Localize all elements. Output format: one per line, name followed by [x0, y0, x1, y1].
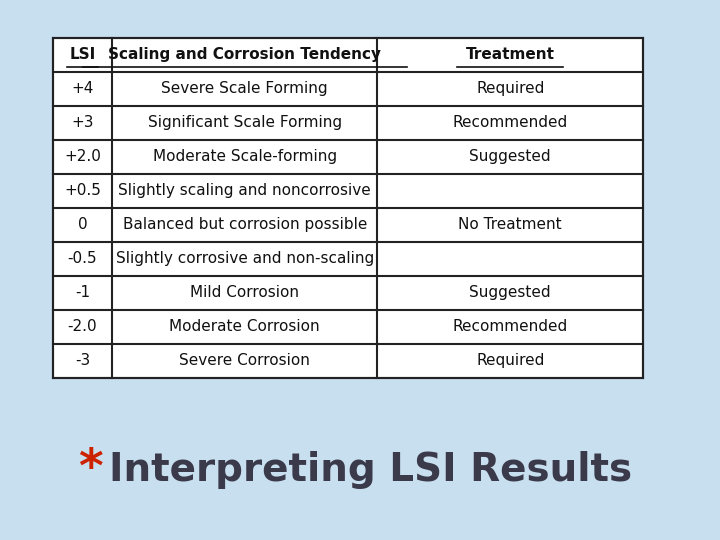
Text: +2.0: +2.0 — [64, 150, 101, 164]
Text: No Treatment: No Treatment — [459, 218, 562, 232]
Text: Slightly corrosive and non-scaling: Slightly corrosive and non-scaling — [116, 252, 374, 266]
Text: Suggested: Suggested — [469, 286, 551, 300]
Text: Severe Corrosion: Severe Corrosion — [179, 354, 310, 368]
Text: Recommended: Recommended — [453, 116, 568, 130]
Text: +3: +3 — [71, 116, 94, 130]
Text: -3: -3 — [75, 354, 90, 368]
Text: 0: 0 — [78, 218, 87, 232]
Text: Recommended: Recommended — [453, 320, 568, 334]
Text: Mild Corrosion: Mild Corrosion — [190, 286, 300, 300]
Text: +0.5: +0.5 — [64, 184, 101, 198]
Text: Interpreting LSI Results: Interpreting LSI Results — [109, 451, 632, 489]
Text: Balanced but corrosion possible: Balanced but corrosion possible — [122, 218, 367, 232]
Text: -1: -1 — [75, 286, 90, 300]
Text: +4: +4 — [71, 82, 94, 96]
Text: Required: Required — [476, 82, 544, 96]
Text: -2.0: -2.0 — [68, 320, 97, 334]
Text: Slightly scaling and noncorrosive: Slightly scaling and noncorrosive — [118, 184, 371, 198]
Text: Moderate Corrosion: Moderate Corrosion — [169, 320, 320, 334]
Text: Suggested: Suggested — [469, 150, 551, 164]
Text: Scaling and Corrosion Tendency: Scaling and Corrosion Tendency — [108, 48, 382, 62]
Text: Required: Required — [476, 354, 544, 368]
Text: *: * — [78, 447, 103, 492]
Text: Severe Scale Forming: Severe Scale Forming — [161, 82, 328, 96]
Text: Moderate Scale-forming: Moderate Scale-forming — [153, 150, 337, 164]
Text: LSI: LSI — [69, 48, 96, 62]
Text: Treatment: Treatment — [466, 48, 554, 62]
Bar — [53, 38, 643, 378]
Text: -0.5: -0.5 — [68, 252, 97, 266]
Text: Significant Scale Forming: Significant Scale Forming — [148, 116, 342, 130]
